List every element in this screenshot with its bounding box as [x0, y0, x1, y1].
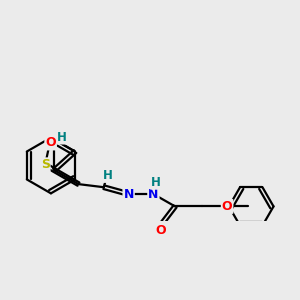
Text: N: N: [148, 188, 159, 200]
Text: O: O: [155, 224, 166, 237]
Text: N: N: [124, 188, 134, 200]
Text: S: S: [40, 158, 50, 171]
Text: O: O: [222, 200, 232, 213]
Text: O: O: [45, 136, 56, 149]
Text: H: H: [103, 169, 112, 182]
Text: H: H: [151, 176, 161, 189]
Text: H: H: [57, 130, 67, 144]
